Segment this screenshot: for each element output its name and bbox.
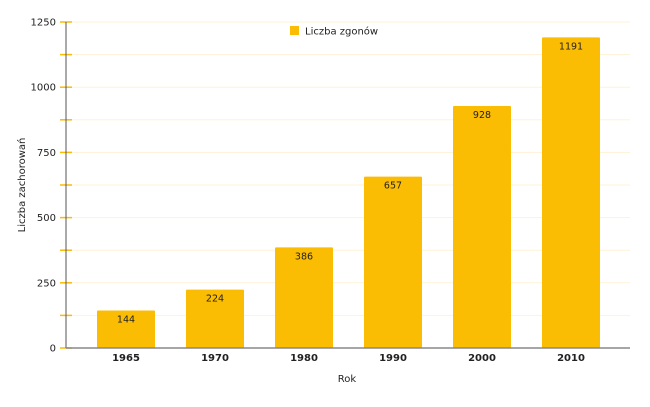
y-tick-label: 750 [37, 148, 56, 159]
x-axis-title: Rok [338, 374, 357, 385]
bar-2010[interactable]: 1191 [542, 37, 600, 348]
x-tick-label: 2000 [468, 353, 496, 364]
bar-1980[interactable]: 386 [275, 247, 333, 348]
bar-1990[interactable]: 657 [364, 176, 422, 348]
legend[interactable]: Liczba zgonów [290, 26, 378, 38]
y-tick-label: 1250 [31, 18, 56, 29]
bar-value-label: 386 [295, 251, 313, 262]
bar-value-label: 657 [384, 181, 402, 192]
bar-1965[interactable]: 144 [97, 310, 155, 348]
grid-lines [66, 21, 630, 316]
x-tick-label: 1980 [290, 353, 318, 364]
bar-value-label: 144 [117, 314, 135, 325]
bar-value-label: 1191 [559, 41, 583, 52]
bar-2000[interactable]: 928 [453, 105, 511, 348]
x-tick-label: 1970 [201, 353, 229, 364]
legend-label: Liczba zgonów [305, 26, 378, 38]
y-tick-label: 0 [50, 344, 56, 355]
x-tick-label: 2010 [557, 353, 585, 364]
bar-1970[interactable]: 224 [186, 289, 244, 348]
bar-value-label: 224 [206, 294, 224, 305]
x-tick-label: 1965 [112, 353, 140, 364]
bar-rect [542, 37, 600, 348]
bar-rect [275, 247, 333, 348]
legend-swatch [290, 26, 299, 35]
bars: 144 224 386 657 928 1191 [97, 37, 600, 348]
bar-rect [364, 176, 422, 348]
bar-rect [186, 289, 244, 348]
y-tick-label: 1000 [31, 83, 56, 94]
bar-rect [97, 310, 155, 348]
bar-value-label: 928 [473, 110, 491, 121]
y-tick-label: 500 [37, 213, 56, 224]
y-tick-label: 250 [37, 278, 56, 289]
bar-rect [453, 105, 511, 348]
y-axis-title: Liczba zachorowań [16, 138, 28, 233]
x-axis-labels: 1965 1970 1980 1990 2000 2010 [112, 353, 585, 364]
x-tick-label: 1990 [379, 353, 407, 364]
